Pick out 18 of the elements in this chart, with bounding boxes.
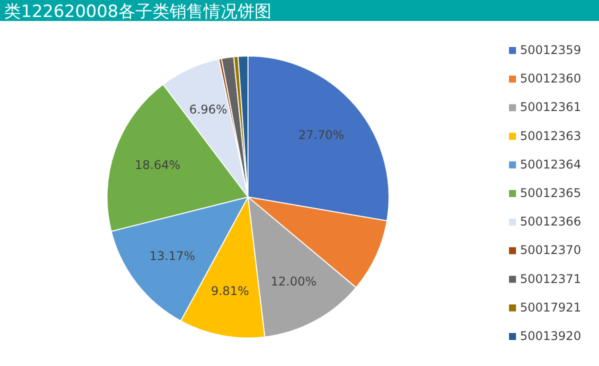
legend-label: 50012361	[520, 100, 582, 114]
data-label: 12.00%	[270, 274, 317, 288]
data-label: 13.17%	[149, 248, 196, 263]
legend-label: 50012363	[520, 128, 582, 143]
legend-label: 50012370	[520, 243, 582, 258]
data-label: 9.81%	[210, 284, 250, 298]
data-label: 6.96%	[189, 102, 228, 117]
chart-title: 类122620008各子类销售情况饼图	[4, 2, 272, 22]
legend-label: 50012360	[520, 72, 582, 86]
data-label: 27.70%	[298, 128, 344, 142]
legend-label: 50013920	[520, 329, 582, 343]
legend-label: 50012364	[520, 157, 582, 172]
legend-label: 50012359	[520, 43, 582, 57]
legend-label: 50012366	[520, 214, 582, 229]
data-label: 18.64%	[134, 158, 180, 172]
legend-label: 50012365	[520, 186, 582, 200]
legend-label: 50012371	[520, 272, 582, 286]
legend-label: 50017921	[520, 300, 582, 314]
